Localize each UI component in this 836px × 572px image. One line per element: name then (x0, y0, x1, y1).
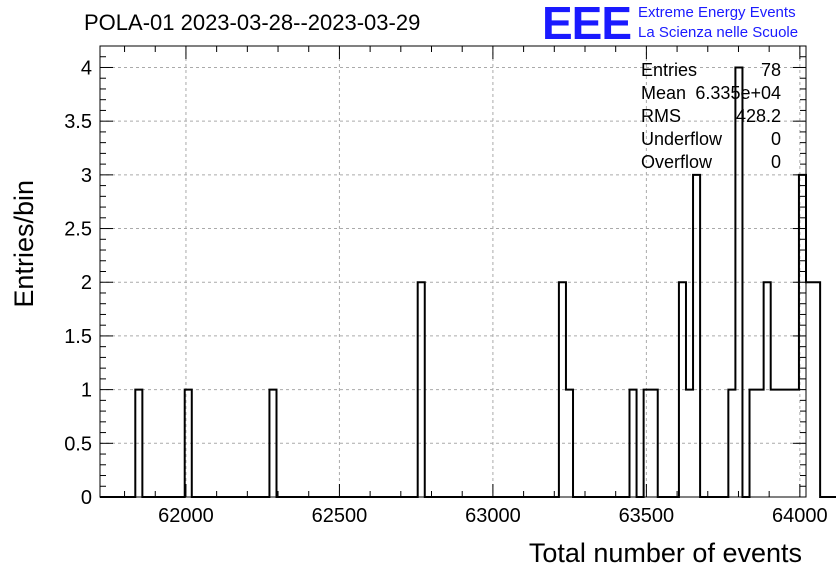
x-tick-label: 62000 (158, 505, 214, 527)
stat-row-mean: Mean 6.335e+04 (641, 83, 781, 106)
stat-row-overflow: Overflow 0 (641, 152, 781, 175)
eee-logo-line2: La Scienza nelle Scuole (638, 24, 799, 41)
stat-value: 0 (770, 152, 781, 172)
stat-value: 78 (760, 60, 781, 80)
y-tick-label: 3 (81, 165, 92, 187)
chart-title: POLA-01 2023-03-28--2023-03-29 (84, 10, 421, 35)
y-axis-label: Entries/bin (9, 180, 39, 308)
y-tick-label: 0.5 (64, 433, 92, 455)
stat-value: 428.2 (735, 106, 781, 126)
stat-name: Mean (641, 83, 687, 103)
y-tick-label: 2 (81, 272, 92, 294)
histogram-outline (100, 66, 836, 498)
stat-row-entries: Entries 78 (641, 60, 781, 83)
y-tick-label: 3.5 (64, 111, 92, 133)
x-tick-label: 64000 (772, 505, 828, 527)
y-tick-label: 4 (81, 57, 92, 79)
x-tick-label: 62500 (312, 505, 368, 527)
histogram-bin (806, 282, 813, 497)
eee-logo: EEE Extreme Energy Events La Scienza nel… (542, 0, 834, 49)
y-tick-label: 1.5 (64, 326, 92, 348)
y-tick-label: 1 (81, 380, 92, 402)
x-tick-label: 63000 (465, 505, 521, 527)
stat-name: RMS (641, 106, 681, 126)
x-tick-label: 63500 (619, 505, 675, 527)
eee-logo-line1: Extreme Energy Events (638, 4, 796, 21)
stat-value: 6.335e+04 (695, 83, 781, 103)
stat-row-rms: RMS 428.2 (641, 106, 781, 129)
stat-name: Entries (641, 60, 698, 80)
stat-name: Overflow (641, 152, 713, 172)
eee-logo-mark: EEE (542, 0, 632, 49)
x-axis-label: Total number of events (529, 538, 802, 568)
stat-name: Underflow (641, 129, 723, 149)
y-tick-label: 2.5 (64, 219, 92, 241)
stats-box: Entries 78 Mean 6.335e+04 RMS 428.2 Unde… (641, 60, 781, 175)
histogram-bin (813, 282, 820, 497)
y-tick-label: 0 (81, 487, 92, 509)
stat-value: 0 (770, 129, 781, 149)
stat-row-underflow: Underflow 0 (641, 129, 781, 152)
